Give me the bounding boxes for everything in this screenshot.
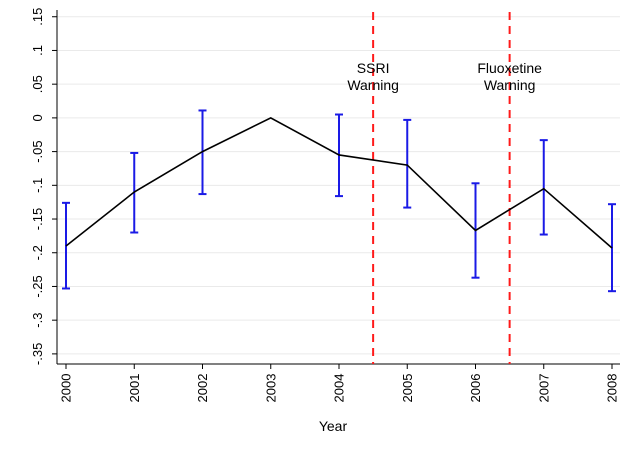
x-tick-label: 2001 (127, 374, 142, 403)
x-tick-label: 2002 (195, 374, 210, 403)
y-tick-label: 0 (30, 114, 45, 121)
labels: .15 .1 .05 0 -.05 -.1 -.15 -.2 -.25 -.3 -.35 2000 20… (30, 8, 620, 403)
estimate-line (65, 116, 613, 249)
y-tick-label: -.3 (30, 313, 45, 328)
y-tick-label: .1 (30, 45, 45, 56)
x-axis-title: Year (319, 418, 348, 434)
y-tick-label: -.2 (30, 245, 45, 260)
x-tick-label: 2006 (468, 374, 483, 403)
annotation-label: Fluoxetine (477, 60, 542, 76)
y-tick-label: -.35 (30, 343, 45, 365)
reference-lines (372, 12, 511, 364)
annotation-label: SSRI (357, 60, 390, 76)
x-tick-label: 2003 (263, 374, 278, 403)
x-tick-label: 2007 (536, 374, 551, 403)
annotation-label: Warning (484, 77, 536, 93)
y-tick-label: .15 (30, 8, 45, 26)
annotation-label: Warning (347, 77, 399, 93)
x-tick-label: 2000 (59, 374, 74, 403)
x-tick-label: 2008 (605, 374, 620, 403)
x-tick-label: 2004 (332, 374, 347, 403)
confidence-intervals (62, 109, 616, 293)
x-tick-label: 2005 (400, 374, 415, 403)
y-tick-label: -.1 (30, 178, 45, 193)
y-tick-label: -.15 (30, 208, 45, 230)
axes (52, 10, 620, 369)
series-line (65, 116, 613, 249)
y-tick-label: -.05 (30, 140, 45, 162)
y-tick-label: -.25 (30, 275, 45, 297)
y-tick-label: .05 (30, 75, 45, 93)
